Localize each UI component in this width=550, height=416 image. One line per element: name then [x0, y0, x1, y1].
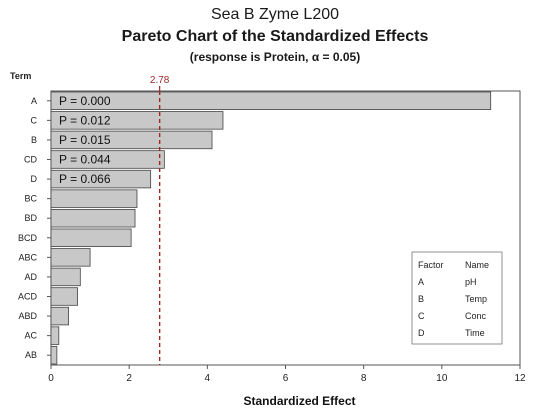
x-tick-label-0: 0	[48, 373, 54, 384]
y-axis-title: Term	[10, 71, 31, 81]
term-label-C: C	[31, 115, 38, 125]
bar-BC	[50, 189, 138, 208]
legend-factor-D: D	[418, 328, 425, 338]
term-label-ABD: ABD	[18, 311, 37, 321]
bar-AD	[50, 267, 81, 287]
bar-ABD	[50, 306, 69, 326]
legend-header-name: Name	[465, 260, 489, 270]
legend-header-factor: Factor	[418, 260, 444, 270]
x-tick-label-12: 12	[514, 373, 526, 384]
term-label-BD: BD	[24, 213, 37, 223]
legend-name-B: Temp	[465, 294, 487, 304]
term-label-BCD: BCD	[18, 233, 38, 243]
legend-factor-A: A	[418, 277, 424, 287]
term-label-ABC: ABC	[18, 252, 37, 262]
x-tick-label-6: 6	[283, 373, 289, 384]
legend-name-D: Time	[465, 328, 485, 338]
chart-subtitle-2: (response is Protein, α = 0.05)	[189, 50, 361, 64]
term-label-CD: CD	[24, 155, 37, 165]
p-value-label-CD: P = 0.044	[59, 153, 111, 167]
term-label-AB: AB	[25, 350, 37, 360]
p-value-label-A: P = 0.000	[59, 94, 111, 108]
x-tick-label-4: 4	[205, 373, 211, 384]
bar-A	[50, 91, 492, 110]
legend-box	[411, 251, 503, 345]
bar-BCD	[50, 228, 132, 247]
x-tick-label-8: 8	[361, 373, 367, 384]
legend-factor-C: C	[418, 311, 425, 321]
reference-line-label: 2.78	[150, 75, 170, 86]
term-label-A: A	[31, 96, 37, 106]
x-tick-label-10: 10	[436, 373, 448, 384]
legend-name-C: Conc	[465, 311, 487, 321]
term-label-BC: BC	[24, 194, 37, 204]
term-label-AC: AC	[24, 331, 37, 341]
p-value-label-D: P = 0.066	[59, 172, 111, 186]
bar-ACD	[50, 287, 78, 306]
term-label-B: B	[31, 135, 37, 145]
chart-subtitle: Pareto Chart of the Standardized Effects	[121, 28, 429, 45]
bar-AB	[50, 346, 58, 365]
x-axis-title: Standardized Effect	[243, 394, 355, 408]
legend-name-A: pH	[465, 277, 477, 287]
term-label-D: D	[31, 174, 38, 184]
bar-BD	[50, 209, 136, 228]
bar-ABC	[50, 248, 91, 267]
bar-AC	[50, 326, 60, 345]
term-label-ACD: ACD	[18, 292, 38, 302]
x-tick-label-2: 2	[126, 373, 132, 384]
chart-title: Sea B Zyme L200	[210, 6, 340, 23]
p-value-label-B: P = 0.015	[59, 133, 111, 147]
term-label-AD: AD	[24, 272, 37, 282]
p-value-label-C: P = 0.012	[59, 113, 111, 127]
legend-factor-B: B	[418, 294, 424, 304]
